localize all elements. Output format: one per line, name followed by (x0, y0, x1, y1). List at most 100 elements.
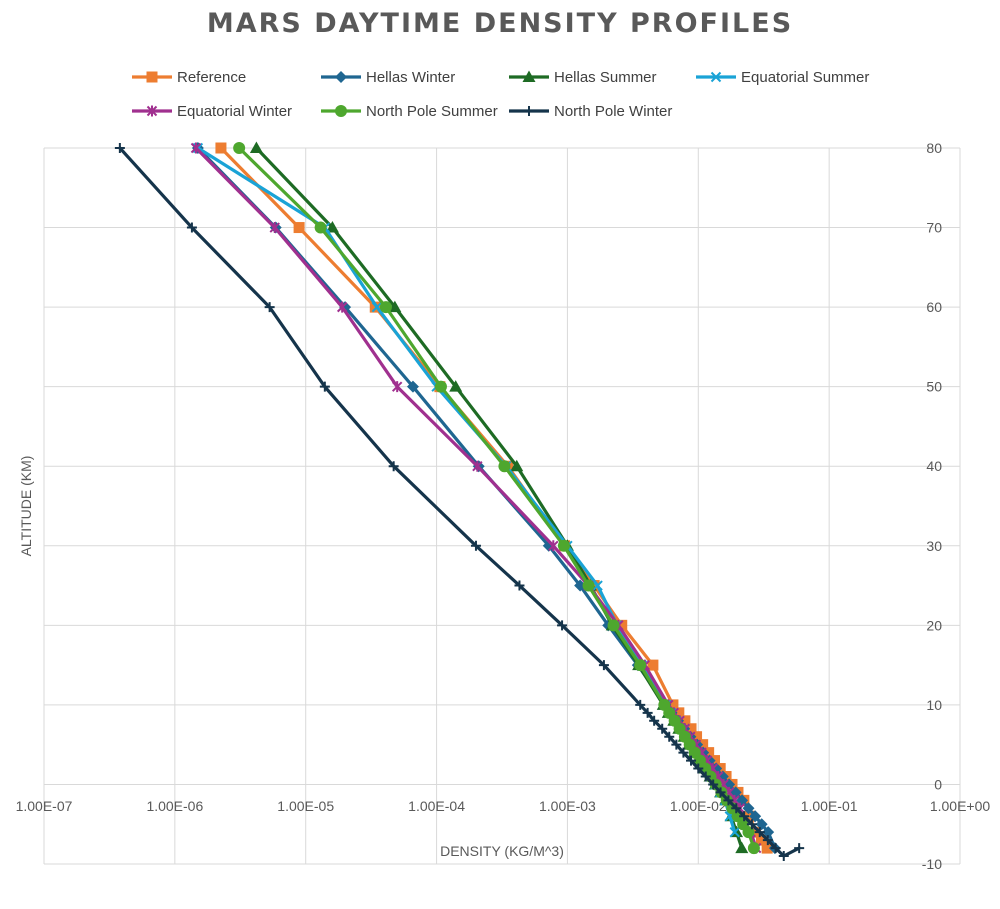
data-point (761, 842, 773, 854)
legend-label: Equatorial Summer (741, 68, 870, 86)
data-point (647, 659, 659, 671)
data-point (557, 539, 570, 552)
y-tick-label: 70 (926, 220, 942, 236)
x-tick-label: 1.00E-05 (277, 798, 334, 814)
legend-item: Reference (131, 65, 246, 89)
data-point (693, 763, 704, 774)
x-tick-label: 1.00E-01 (801, 798, 858, 814)
data-point (739, 811, 750, 822)
data-point (319, 381, 330, 392)
data-point (755, 818, 768, 831)
legend-item: Equatorial Summer (695, 65, 869, 89)
y-tick-label: 80 (926, 140, 942, 156)
data-point (522, 70, 536, 82)
data-point (708, 779, 719, 790)
data-point (671, 739, 682, 750)
x-tick-label: 1.00E-06 (146, 798, 203, 814)
legend-label: Hellas Summer (554, 68, 657, 86)
series-line-equatorial-winter (194, 146, 758, 850)
data-point (510, 459, 524, 472)
data-point (735, 841, 749, 854)
y-tick-label: 10 (926, 697, 942, 713)
x-tick-label: 1.00E-04 (408, 798, 465, 814)
series-north-pole-winter (114, 143, 805, 862)
y-tick-label: 20 (926, 617, 942, 633)
legend-label: North Pole Summer (366, 102, 498, 120)
legend-label: North Pole Winter (554, 102, 673, 120)
y-tick-label: 30 (926, 538, 942, 554)
legend-item: North Pole Winter (508, 99, 672, 123)
data-point (434, 380, 447, 393)
series-line-equatorial-summer (196, 146, 737, 834)
data-point (691, 731, 703, 743)
data-point (657, 723, 668, 734)
data-point (557, 620, 568, 631)
series-line-north-pole-winter (118, 146, 801, 858)
legend-label: Reference (177, 68, 247, 86)
legend-item: North Pole Summer (320, 99, 498, 123)
data-point (616, 619, 628, 631)
data-point (388, 300, 402, 313)
data-point (742, 802, 755, 815)
data-point (794, 843, 805, 854)
y-axis-label: ALTITUDE (KM) (18, 456, 34, 557)
legend-label: Hellas Winter (366, 68, 456, 86)
data-point (710, 71, 722, 83)
data-point (336, 301, 348, 313)
legend-swatch (132, 105, 172, 117)
data-point (371, 301, 383, 313)
data-point (406, 380, 419, 393)
data-point (264, 302, 275, 313)
series-hellas-summer (249, 141, 749, 854)
data-point (755, 834, 767, 846)
x-tick-label: 1.00E-03 (539, 798, 596, 814)
data-point (607, 619, 620, 632)
legend: Reference Hellas Winter Hellas Summer Equat… (0, 62, 1000, 132)
series-equatorial-winter (190, 142, 762, 854)
data-point (731, 803, 742, 814)
data-point (754, 827, 765, 838)
data-point (723, 795, 734, 806)
data-point (335, 71, 347, 83)
data-point (388, 461, 399, 472)
data-point (114, 143, 125, 153)
data-point (592, 580, 603, 591)
data-point (582, 579, 595, 592)
data-point (642, 707, 653, 718)
data-point (715, 787, 726, 798)
x-tick-label: 1.00E-02 (670, 798, 727, 814)
data-point (700, 771, 711, 782)
data-point (146, 105, 158, 117)
data-point (770, 843, 781, 854)
legend-swatch (321, 105, 361, 117)
data-point (215, 142, 227, 154)
data-point (514, 580, 525, 591)
data-point (679, 715, 691, 727)
data-point (778, 851, 789, 862)
series-line-hellas-summer (254, 146, 744, 850)
data-point (746, 819, 757, 830)
gridlines (43, 147, 961, 865)
data-point (391, 381, 403, 393)
y-tick-label: 0 (934, 776, 942, 792)
data-point (686, 755, 697, 766)
data-point (146, 71, 158, 83)
chart-title: MARS DAYTIME DENSITY PROFILES (206, 8, 794, 39)
data-point (762, 826, 775, 839)
x-axis-ticks: 1.00E-07 1.00E-06 1.00E-05 1.00E-04 1.00E-03… (16, 798, 991, 814)
data-point (729, 826, 740, 838)
data-point (678, 747, 689, 758)
data-point (314, 221, 327, 234)
data-point (673, 707, 685, 719)
data-point (379, 301, 392, 314)
data-point (649, 715, 660, 726)
legend-item: Hellas Winter (320, 65, 455, 89)
y-axis-ticks: 80 70 60 50 40 30 20 10 0 -10 (922, 140, 942, 872)
data-point (685, 723, 697, 735)
series-north-pole-summer (233, 142, 760, 855)
data-point (293, 222, 305, 234)
y-tick-label: 50 (926, 379, 942, 395)
series-group (114, 141, 805, 862)
data-point (335, 105, 347, 117)
